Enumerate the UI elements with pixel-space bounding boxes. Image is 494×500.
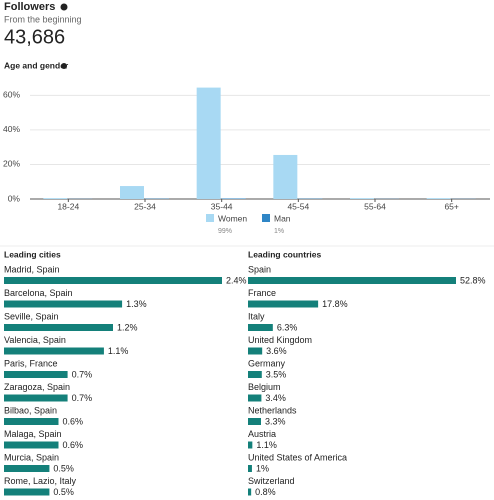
- row-label: Netherlands: [248, 405, 297, 415]
- value-label: 0.6%: [63, 416, 84, 426]
- x-tick-label: 18-24: [57, 201, 79, 211]
- y-tick-label: 60%: [3, 90, 20, 100]
- row-label: France: [248, 288, 276, 298]
- row-label: Rome, Lazio, Italy: [4, 476, 77, 486]
- bar: [4, 441, 59, 449]
- bar: [248, 371, 262, 378]
- row-label: Italy: [248, 311, 265, 321]
- row-label: Paris, France: [4, 358, 58, 368]
- value-label: 52.8%: [460, 275, 486, 285]
- row-label: Germany: [248, 358, 286, 368]
- followers-total: 43,686: [4, 26, 65, 48]
- list-title: Leading cities: [4, 249, 61, 259]
- x-tick-label: 25-34: [134, 201, 156, 211]
- bar: [248, 418, 261, 425]
- bar: [248, 300, 319, 308]
- value-label: 0.5%: [53, 463, 74, 473]
- bar: [4, 394, 68, 402]
- bar: [4, 418, 59, 425]
- x-tick-label: 65+: [444, 201, 458, 211]
- bar: [4, 277, 222, 284]
- x-tick-label: 45-54: [287, 201, 309, 211]
- legend-label: Women: [218, 213, 247, 223]
- bar: [248, 324, 273, 331]
- row-label: Switzerland: [248, 476, 295, 486]
- bar: [248, 465, 252, 472]
- bar: [248, 277, 456, 284]
- bar: [196, 87, 221, 199]
- y-tick-label: 40%: [3, 124, 20, 134]
- legend-swatch: [262, 214, 270, 222]
- value-label: 0.6%: [63, 440, 84, 450]
- row-label: Zaragoza, Spain: [4, 382, 70, 392]
- legend-swatch: [206, 214, 214, 222]
- value-label: 1.1%: [108, 346, 129, 356]
- value-label: 3.4%: [265, 393, 286, 403]
- row-label: Austria: [248, 429, 276, 439]
- legend-share: 1%: [274, 228, 284, 235]
- followers-title: Followers: [4, 1, 55, 13]
- row-label: Bilbao, Spain: [4, 405, 57, 415]
- value-label: 0.5%: [53, 487, 74, 497]
- bar: [4, 300, 123, 308]
- row-label: Valencia, Spain: [4, 335, 66, 345]
- row-label: United States of America: [248, 452, 347, 462]
- bar: [4, 465, 50, 472]
- value-label: 0.8%: [255, 487, 276, 497]
- row-label: United Kingdom: [248, 335, 312, 345]
- row-label: Seville, Spain: [4, 311, 59, 321]
- bar: [4, 488, 50, 496]
- y-tick-label: 0%: [8, 193, 21, 203]
- value-label: 1%: [256, 463, 269, 473]
- bar: [120, 186, 144, 199]
- info-icon[interactable]: [61, 63, 67, 69]
- value-label: 3.6%: [266, 346, 287, 356]
- bar: [248, 394, 262, 402]
- value-label: 1.2%: [117, 322, 138, 332]
- chart-title: Age and gender: [4, 60, 69, 70]
- bar: [4, 347, 104, 355]
- bar: [4, 371, 68, 378]
- row-label: Murcia, Spain: [4, 452, 59, 462]
- bar: [248, 441, 253, 449]
- followers-subtitle: From the beginning: [4, 14, 82, 24]
- value-label: 3.5%: [266, 369, 287, 379]
- y-tick-label: 20%: [3, 159, 20, 169]
- value-label: 17.8%: [322, 299, 348, 309]
- value-label: 0.7%: [72, 393, 93, 403]
- bar: [248, 488, 252, 496]
- value-label: 0.7%: [72, 369, 93, 379]
- row-label: Spain: [248, 264, 271, 274]
- value-label: 1.1%: [256, 440, 277, 450]
- list-title: Leading countries: [248, 249, 321, 259]
- bar: [350, 198, 374, 199]
- row-label: Barcelona, Spain: [4, 288, 73, 298]
- row-label: Madrid, Spain: [4, 264, 60, 274]
- value-label: 1.3%: [126, 299, 147, 309]
- value-label: 6.3%: [277, 322, 298, 332]
- x-tick-label: 35-44: [211, 201, 233, 211]
- value-label: 3.3%: [265, 416, 286, 426]
- bar: [43, 198, 68, 199]
- legend-label: Man: [274, 213, 291, 223]
- legend-share: 99%: [218, 228, 232, 235]
- bar: [273, 154, 298, 199]
- row-label: Malaga, Spain: [4, 429, 62, 439]
- bar: [426, 198, 451, 199]
- value-label: 2.4%: [226, 275, 247, 285]
- bar: [221, 198, 246, 199]
- bar: [248, 347, 263, 355]
- row-label: Belgium: [248, 382, 281, 392]
- x-tick-label: 55-64: [364, 201, 386, 211]
- info-icon[interactable]: [60, 3, 68, 11]
- bar: [4, 324, 113, 331]
